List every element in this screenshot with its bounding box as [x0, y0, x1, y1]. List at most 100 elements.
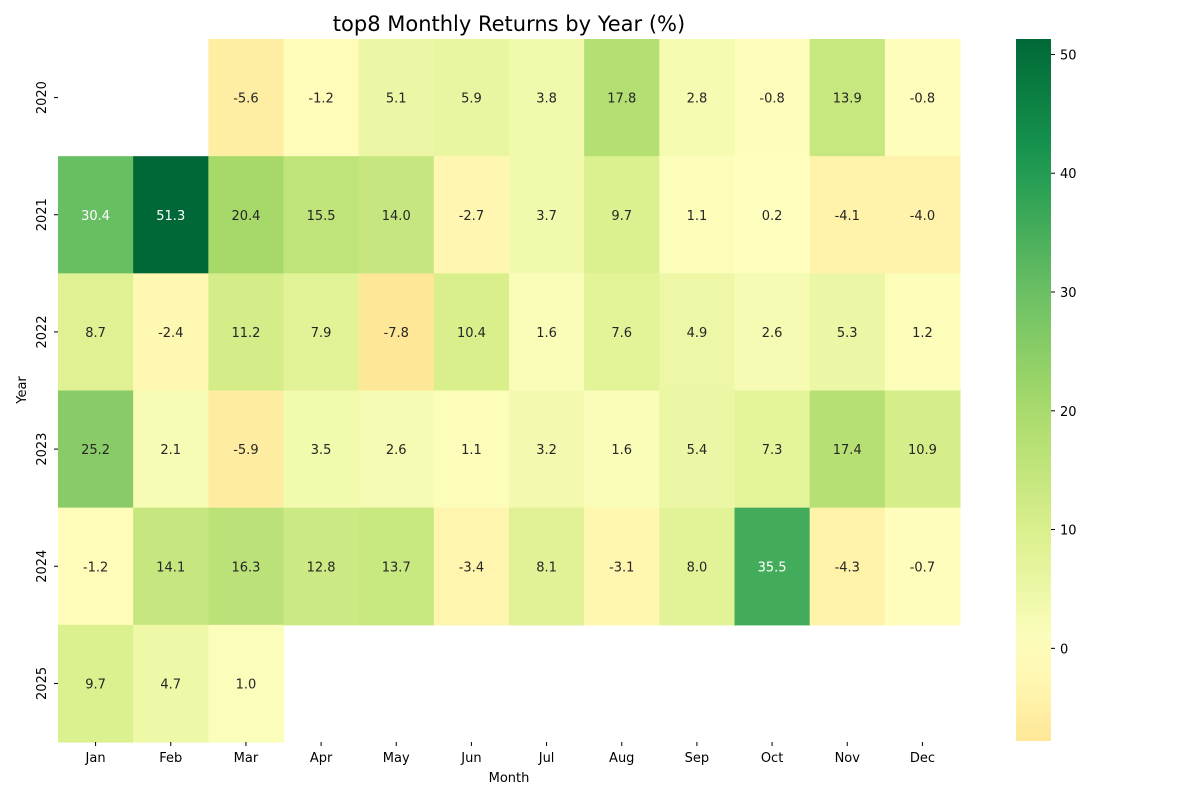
colorbar-tick-label: 30	[1060, 286, 1077, 301]
heatmap-cell	[58, 156, 134, 274]
cell-value-label: -0.8	[910, 92, 935, 107]
cell-value-label: 7.9	[311, 326, 332, 341]
cell-value-label: -7.8	[384, 326, 409, 341]
cell-value-label: 1.2	[912, 326, 933, 341]
heatmap-cell	[884, 39, 961, 157]
heatmap-cell	[58, 507, 134, 626]
cell-value-label: 8.7	[85, 326, 106, 341]
x-tick-label: Dec	[910, 751, 935, 766]
cell-value-label: -3.4	[459, 560, 484, 575]
heatmap-cell	[133, 156, 209, 274]
heatmap-cell	[584, 390, 660, 509]
cell-value-label: -3.1	[609, 560, 634, 575]
heatmap-cell	[584, 507, 660, 626]
heatmap-cell	[58, 624, 134, 743]
cell-value-label: -4.3	[835, 560, 860, 575]
cell-value-label: 2.6	[386, 443, 407, 458]
cell-value-label: 1.1	[461, 443, 482, 458]
cell-value-label: 30.4	[81, 209, 110, 224]
heatmap-cell	[659, 273, 736, 392]
heatmap-cell	[58, 390, 134, 509]
colorbar-tick-label: 50	[1060, 48, 1077, 63]
y-tick-label: 2025	[35, 667, 50, 700]
heatmap-cell	[884, 507, 961, 626]
cell-value-label: 2.1	[160, 443, 181, 458]
cell-value-label: 9.7	[85, 677, 106, 692]
y-tick-label: 2023	[35, 433, 50, 466]
cell-value-label: 1.6	[611, 443, 632, 458]
cell-value-label: 17.8	[607, 92, 636, 107]
heatmap-cell	[133, 390, 209, 509]
y-tick-label: 2022	[35, 315, 50, 348]
cell-value-label: -2.4	[158, 326, 183, 341]
heatmap-cell	[884, 156, 961, 274]
heatmap-cell	[509, 39, 585, 157]
cell-value-label: 14.0	[382, 209, 411, 224]
cell-value-label: -1.2	[308, 92, 333, 107]
y-axis-label: Year	[15, 376, 30, 405]
y-axis-ticks: 2020 2021 2022 2023 2024 2025	[35, 81, 58, 700]
cell-value-label: -5.6	[233, 92, 258, 107]
cell-value-label: 7.3	[762, 443, 783, 458]
heatmap-cell	[659, 156, 736, 274]
heatmap-cell	[884, 390, 961, 509]
cell-value-label: -0.8	[759, 92, 784, 107]
cell-value-label: 2.8	[687, 92, 708, 107]
x-tick-label: Apr	[310, 751, 333, 766]
y-tick-label: 2021	[35, 198, 50, 231]
heatmap-cell	[358, 39, 435, 157]
heatmap-cell	[734, 156, 811, 274]
colorbar	[1016, 39, 1051, 741]
y-tick-label: 2024	[35, 550, 50, 583]
cell-value-label: 1.1	[687, 209, 708, 224]
cell-value-label: 8.1	[536, 560, 557, 575]
cell-value-label: -1.2	[83, 560, 108, 575]
cell-value-label: -2.7	[459, 209, 484, 224]
heatmap-cell	[659, 507, 736, 626]
heatmap-cell	[809, 507, 886, 626]
cell-value-label: 4.9	[687, 326, 708, 341]
heatmap-cell	[509, 273, 585, 392]
x-axis-label: Month	[489, 771, 530, 786]
x-tick-label: May	[383, 751, 410, 766]
cell-value-label: 7.6	[611, 326, 632, 341]
cell-value-label: 12.8	[307, 560, 336, 575]
cell-value-label: 9.7	[611, 209, 632, 224]
heatmap-cell	[734, 273, 811, 392]
cell-value-label: 4.7	[160, 677, 181, 692]
x-tick-label: Oct	[761, 751, 783, 766]
colorbar-ticks: 0 10 20 30 40 50	[1051, 48, 1077, 657]
x-tick-label: Jul	[538, 751, 555, 766]
heatmap-cell	[433, 390, 510, 509]
heatmap-cell	[283, 156, 360, 274]
colorbar-tick-label: 40	[1060, 167, 1077, 182]
heatmap-cell	[58, 273, 134, 392]
heatmap-cell	[283, 390, 360, 509]
heatmap-cell	[809, 39, 886, 157]
heatmap-cell	[358, 156, 435, 274]
cell-value-label: 15.5	[307, 209, 336, 224]
heatmap-cell	[659, 390, 736, 509]
colorbar-tick-label: 0	[1060, 642, 1068, 657]
x-tick-label: Jan	[85, 751, 106, 766]
heatmap-cell	[509, 507, 585, 626]
heatmap-cell	[734, 507, 811, 626]
colorbar-tick-label: 20	[1060, 405, 1077, 420]
heatmap-cell	[734, 390, 811, 509]
cell-value-label: 3.2	[536, 443, 557, 458]
cell-value-label: 17.4	[833, 443, 862, 458]
cell-value-label: 5.4	[687, 443, 708, 458]
cell-value-label: -4.1	[835, 209, 860, 224]
x-tick-label: Nov	[835, 751, 861, 766]
heatmap-cell	[584, 39, 660, 157]
heatmap-cell	[584, 156, 660, 274]
colorbar-tick-label: 10	[1060, 524, 1077, 539]
x-tick-label: Feb	[159, 751, 182, 766]
cell-value-label: 0.2	[762, 209, 783, 224]
heatmap-cell	[208, 507, 285, 626]
heatmap-cell	[809, 273, 886, 392]
heatmap-cell	[208, 39, 285, 157]
cell-value-label: 5.9	[461, 92, 482, 107]
cell-value-label: 1.6	[536, 326, 557, 341]
